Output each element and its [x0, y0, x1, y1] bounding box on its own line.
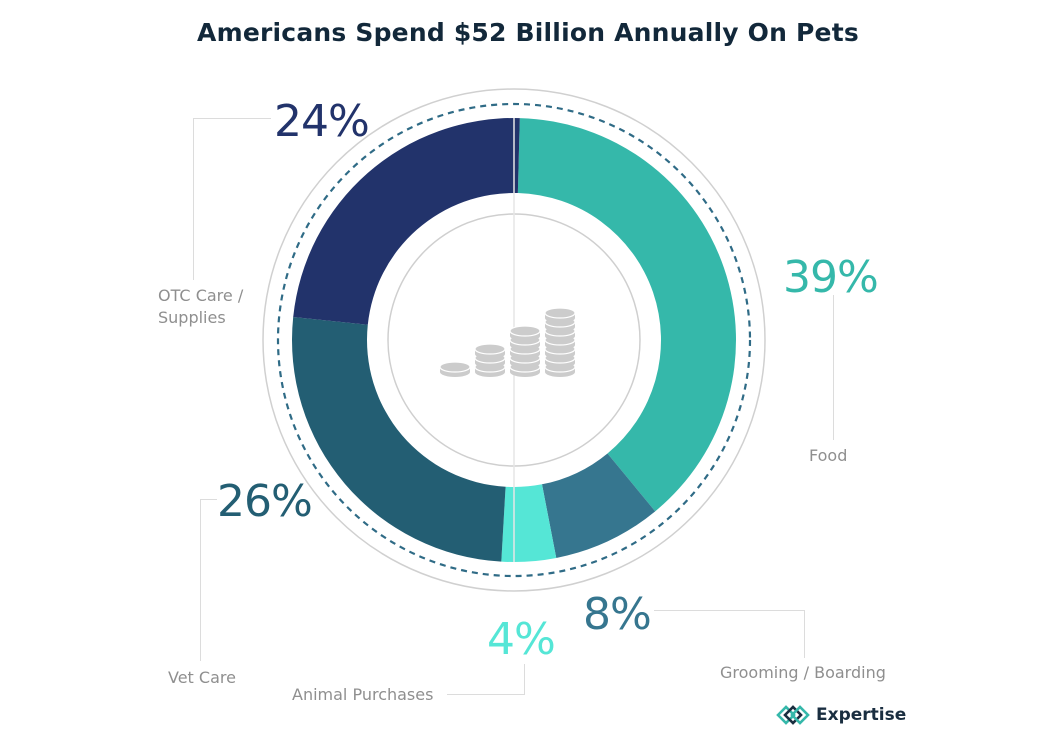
- leader-otc-v: [193, 118, 194, 280]
- label-otc-line1: OTC Care /: [158, 286, 244, 305]
- leader-otc-h: [193, 118, 271, 119]
- slice-food: [517, 118, 736, 512]
- coin-top: [474, 343, 506, 355]
- label-otc: OTC Care / Supplies: [158, 285, 243, 329]
- slice-grooming-boarding: [541, 453, 656, 558]
- leader-vet-h: [200, 499, 217, 500]
- leader-animal-h: [447, 694, 525, 695]
- slice-otc-care-supplies: [293, 118, 520, 325]
- outer-gray-ring: [262, 88, 766, 592]
- label-grooming: Grooming / Boarding: [720, 663, 886, 682]
- coin-top: [544, 307, 576, 319]
- pct-animal: 4%: [487, 614, 556, 665]
- label-vet: Vet Care: [168, 668, 236, 687]
- pct-grooming: 8%: [583, 589, 652, 640]
- expertise-diamond-logo-icon: [776, 705, 810, 725]
- leader-vet-v: [200, 499, 201, 661]
- label-animal: Animal Purchases: [292, 685, 434, 704]
- brand-logo: Expertise: [776, 703, 906, 727]
- label-otc-line2: Supplies: [158, 308, 226, 327]
- pct-vet: 26%: [217, 476, 313, 527]
- coin-top: [439, 361, 471, 373]
- pct-food: 39%: [783, 252, 879, 303]
- slice-animal-purchases: [501, 484, 557, 562]
- leader-animal-v: [524, 664, 525, 695]
- coin-stacks-icon: [439, 307, 576, 377]
- pct-otc: 24%: [274, 96, 370, 147]
- chart-title: Americans Spend $52 Billion Annually On …: [197, 18, 859, 47]
- leader-food-v: [833, 295, 834, 440]
- slice-vet-care: [292, 316, 506, 562]
- leader-grooming-v: [804, 610, 805, 658]
- brand-name: Expertise: [816, 705, 907, 725]
- coin-top: [509, 325, 541, 337]
- dashed-ring: [276, 102, 752, 578]
- slices-group: [292, 118, 736, 562]
- leader-grooming-h: [654, 610, 804, 611]
- label-food: Food: [809, 446, 848, 465]
